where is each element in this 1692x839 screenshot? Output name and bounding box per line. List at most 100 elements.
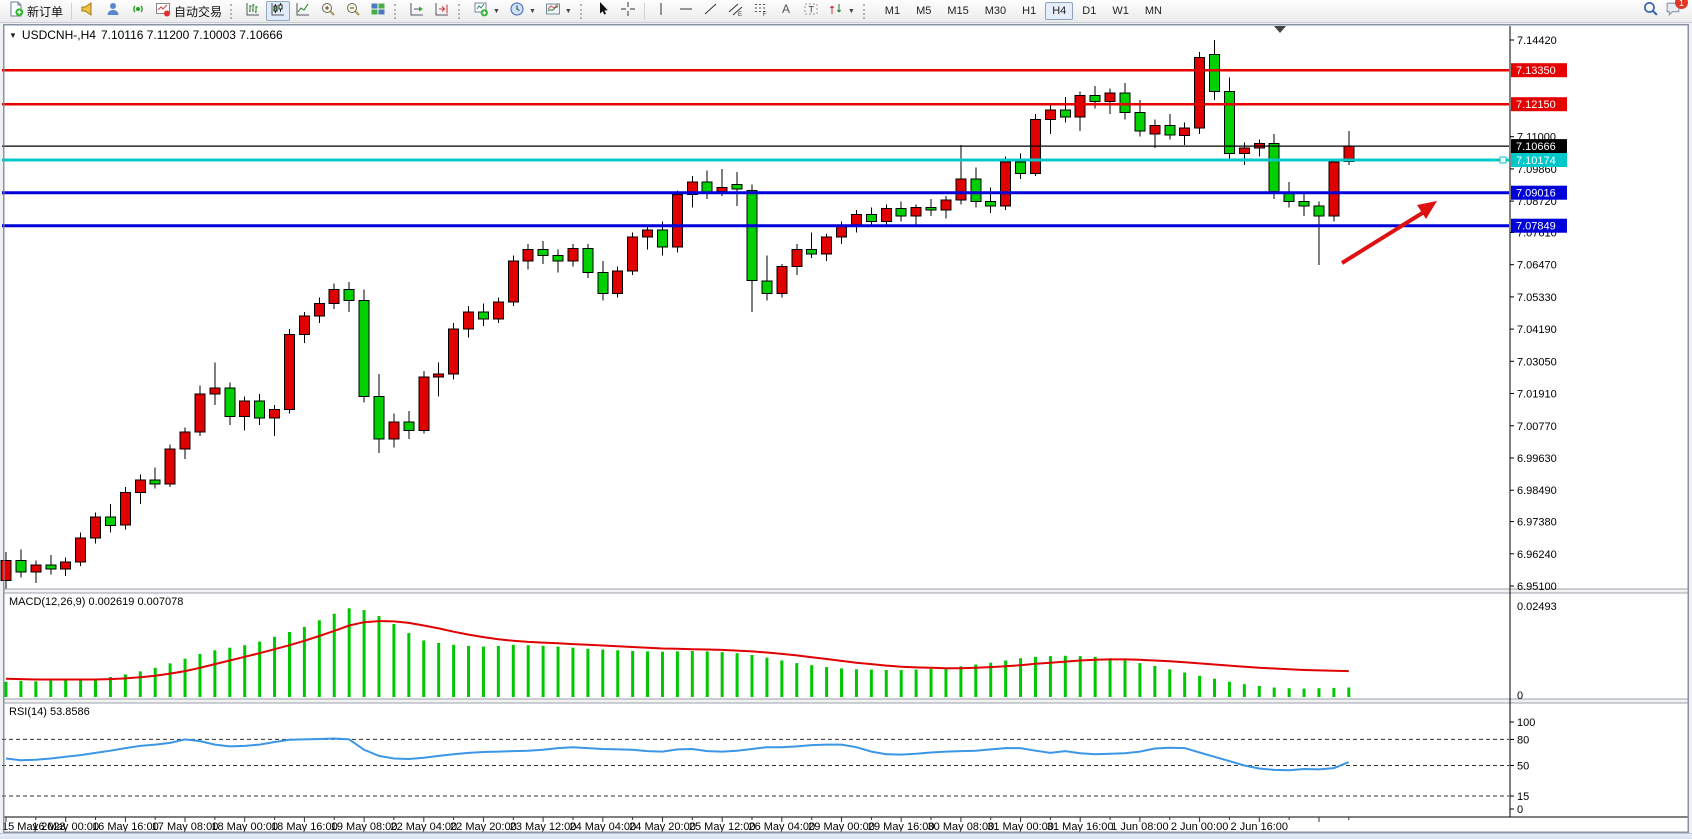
bar-chart-button[interactable]: [241, 1, 265, 21]
new-order-button[interactable]: 新订单: [4, 1, 67, 21]
time-tick-label: 19 May 08:00: [331, 821, 398, 833]
toolbar-group-handle[interactable]: [862, 3, 870, 19]
auto-scroll-button[interactable]: [405, 1, 429, 21]
price-badge-7.07849: 7.07849: [1511, 218, 1567, 233]
svg-text:A: A: [782, 2, 790, 16]
auto-trading-button[interactable]: 自动交易: [151, 1, 226, 21]
time-tick-label: 22 May 04:00: [390, 821, 457, 833]
chevron-down-icon: ▼: [493, 7, 500, 15]
rsi-value: 53.8586: [49, 706, 90, 718]
zoom-in-button[interactable]: [316, 1, 340, 21]
price-tick-label: 7.14420: [1517, 35, 1557, 47]
rsi-label: RSI(14) 53.8586: [9, 706, 90, 718]
svg-text:7.12150: 7.12150: [1516, 99, 1556, 111]
tile-windows-button[interactable]: [366, 1, 390, 21]
chart-title-bar: ▼ USDCNH-,H4 7.10116 7.11200 7.10003 7.1…: [9, 28, 283, 42]
equidistant-channel-button[interactable]: E: [724, 1, 748, 21]
macd-scale-max: 0.02493: [1517, 601, 1557, 613]
timeframe-button-W1[interactable]: W1: [1112, 5, 1129, 17]
cursor-icon: [595, 1, 611, 22]
timeframe-button-D1[interactable]: D1: [1082, 5, 1097, 17]
zoom-out-icon: [345, 1, 361, 22]
crosshair-button[interactable]: [616, 1, 640, 21]
signal-icon: [130, 1, 146, 22]
periods-button[interactable]: ▼: [505, 1, 540, 21]
rsi-pane[interactable]: [2, 737, 1509, 797]
rsi-scale-tick: 0: [1517, 804, 1523, 816]
arrows-button[interactable]: ▼: [824, 1, 859, 21]
time-tick-label: 26 May 04:00: [748, 821, 815, 833]
rsi-scale-tick: 100: [1517, 717, 1535, 729]
community-button[interactable]: [101, 1, 125, 21]
chart-menu-icon[interactable]: ▼: [9, 30, 17, 40]
time-tick-label: 25 May 12:00: [689, 821, 756, 833]
timeframe-button-M5[interactable]: M5: [916, 5, 932, 17]
chart-shift-marker[interactable]: [1274, 26, 1286, 33]
rsi-scale-tick: 15: [1517, 791, 1529, 803]
horizontal-line-button[interactable]: [674, 1, 698, 21]
svg-text:7.09016: 7.09016: [1516, 188, 1556, 200]
toolbar-separator: [71, 2, 73, 20]
vertical-line-button[interactable]: [649, 1, 673, 21]
toolbar-group-handle[interactable]: [579, 3, 587, 19]
time-tick-label: 24 May 20:00: [629, 821, 696, 833]
pane-separator[interactable]: [4, 588, 1688, 594]
text-button[interactable]: A: [774, 1, 798, 21]
timeframe-button-MN[interactable]: MN: [1144, 5, 1162, 17]
fibonacci-button[interactable]: F: [749, 1, 773, 21]
new-order-icon: [8, 1, 24, 22]
announcement-button[interactable]: [76, 1, 100, 21]
timeframe-button-M1[interactable]: M1: [884, 5, 901, 17]
timeframe-button-M15[interactable]: M15: [947, 5, 969, 17]
trendline-button[interactable]: [699, 1, 723, 21]
price-tick-label: 7.04190: [1517, 324, 1557, 336]
zoom-out-button[interactable]: [341, 1, 365, 21]
timeframe-button-H4[interactable]: H4: [1045, 2, 1074, 20]
line-chart-icon: [295, 1, 311, 22]
cursor-button[interactable]: [591, 1, 615, 21]
notification-badge: 1: [1675, 0, 1688, 9]
line-chart-button[interactable]: [291, 1, 315, 21]
text-label-button[interactable]: T: [799, 1, 823, 21]
svg-text:E: E: [738, 12, 742, 17]
templates-button[interactable]: ▼: [541, 1, 576, 21]
chart-shift-button[interactable]: [430, 1, 454, 21]
time-tick-label: 24 May 04:00: [569, 821, 636, 833]
hline-handle[interactable]: [1499, 156, 1507, 164]
chat-button[interactable]: 1: [1665, 0, 1688, 22]
periods-clock-icon: [509, 1, 525, 22]
price-tick-label: 7.00770: [1517, 421, 1557, 433]
macd-signal-line: [5, 620, 1349, 681]
main-toolbar: 新订单 自动交易 ▼ ▼: [0, 0, 1692, 23]
macd-pane[interactable]: [4, 608, 1351, 697]
rsi-line: [5, 737, 1350, 772]
rsi-name: RSI(14): [9, 706, 47, 718]
toolbar-group-handle[interactable]: [394, 3, 401, 19]
toolbar-group-handle[interactable]: [230, 3, 237, 19]
arrow-annotation[interactable]: [1340, 201, 1437, 265]
price-axis[interactable]: 7.144207.110007.098607.087207.076107.064…: [1509, 26, 1567, 817]
signal-button[interactable]: [126, 1, 150, 21]
toolbar-group-handle[interactable]: [458, 3, 465, 19]
time-tick-label: 22 May 20:00: [450, 821, 517, 833]
timeframe-button-M30[interactable]: M30: [984, 5, 1007, 17]
timeframe-button-H1[interactable]: H1: [1022, 5, 1037, 17]
community-icon: [105, 1, 121, 22]
price-tick-label: 7.06470: [1517, 260, 1557, 272]
search-icon[interactable]: [1642, 0, 1659, 22]
zoom-in-icon: [320, 1, 336, 22]
price-tick-label: 6.98490: [1517, 485, 1557, 497]
new-chart-button[interactable]: ▼: [469, 1, 504, 21]
macd-label: MACD(12,26,9) 0.002619 0.007078: [9, 596, 183, 608]
time-tick-label: 29 May 00:00: [808, 821, 875, 833]
new-order-label: 新订单: [27, 4, 64, 19]
chevron-down-icon: ▼: [847, 7, 855, 15]
chart-window-border: [3, 24, 1689, 833]
svg-text:7.13350: 7.13350: [1516, 65, 1556, 77]
pane-separator[interactable]: [4, 698, 1688, 704]
macd-name: MACD(12,26,9): [9, 596, 86, 608]
candlestick-chart-button[interactable]: [266, 1, 291, 21]
auto-trading-label: 自动交易: [174, 4, 223, 19]
